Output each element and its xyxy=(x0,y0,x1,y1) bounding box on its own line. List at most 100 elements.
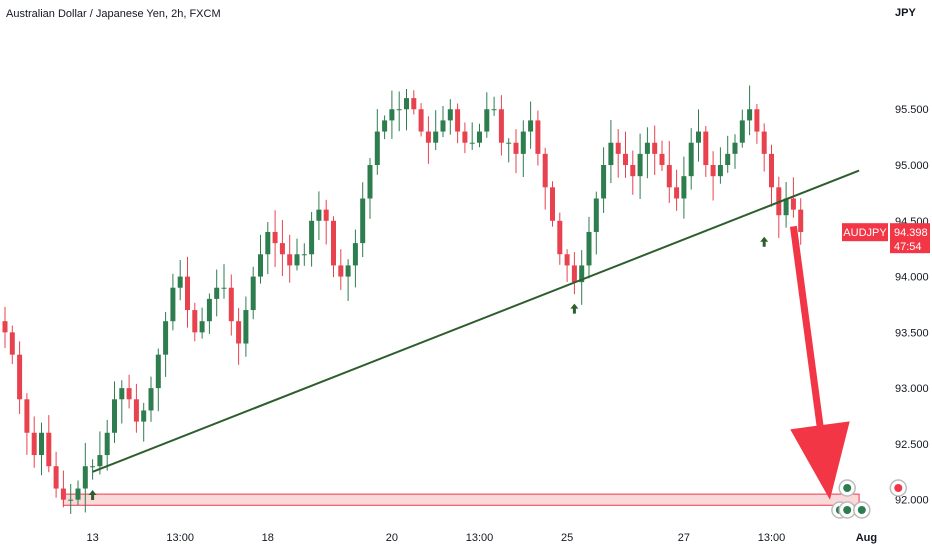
candle-body xyxy=(440,120,446,132)
candle-body xyxy=(411,98,417,110)
event-icon[interactable] xyxy=(853,501,871,519)
candle xyxy=(498,95,504,156)
candle-body xyxy=(236,321,242,344)
candle-body xyxy=(272,231,278,244)
candle xyxy=(469,122,475,150)
candle xyxy=(747,85,753,136)
candle-body xyxy=(761,131,767,154)
candle-body xyxy=(571,265,577,283)
candle-body xyxy=(60,488,66,500)
candle xyxy=(24,393,30,455)
candle-body xyxy=(148,388,154,411)
candle xyxy=(163,311,169,377)
candle-body xyxy=(360,198,366,244)
candle-body xyxy=(82,466,88,489)
event-icon[interactable] xyxy=(838,479,856,497)
candle xyxy=(119,380,125,424)
candle-body xyxy=(477,131,482,143)
candle-body xyxy=(68,499,74,501)
trendline[interactable] xyxy=(92,169,860,473)
y-tick-label: 92.000 xyxy=(895,495,929,507)
bounce-arrow-icon xyxy=(570,303,579,314)
candle xyxy=(126,374,132,409)
x-tick-label: 13:00 xyxy=(166,532,194,544)
candle-body xyxy=(484,109,490,132)
candle-body xyxy=(309,220,315,255)
candle-body xyxy=(75,488,81,500)
candle xyxy=(491,96,497,116)
candle xyxy=(761,123,767,172)
candle-body xyxy=(301,254,307,256)
candle-body xyxy=(199,321,205,333)
candle xyxy=(389,90,395,139)
candle xyxy=(236,307,242,365)
candle xyxy=(360,182,366,257)
x-tick-label: 18 xyxy=(262,532,274,544)
candle-body xyxy=(39,432,44,456)
x-tick-label: 13:00 xyxy=(758,532,786,544)
candle xyxy=(477,123,482,148)
support-zone[interactable] xyxy=(62,493,860,506)
candle xyxy=(579,250,585,305)
candle-body xyxy=(316,209,322,221)
candle xyxy=(367,158,373,219)
candle xyxy=(681,156,687,219)
symbol-tag[interactable] xyxy=(842,223,888,242)
candle xyxy=(593,191,599,255)
candle xyxy=(783,181,789,228)
x-tick-label: 20 xyxy=(386,532,398,544)
projection-arrow-icon[interactable] xyxy=(789,225,850,500)
event-icon-dot xyxy=(843,506,852,514)
y-tick-label: 92.500 xyxy=(895,439,929,451)
y-tick-label: 93.000 xyxy=(895,383,929,395)
candle-body xyxy=(564,254,570,266)
candle xyxy=(112,381,117,443)
event-icon-dot xyxy=(857,506,866,514)
candle-body xyxy=(652,142,658,154)
last-price-label: 94.398 xyxy=(894,227,928,239)
event-icon[interactable] xyxy=(889,479,908,497)
candle xyxy=(9,325,15,365)
event-icon[interactable] xyxy=(838,501,856,519)
candle xyxy=(323,199,329,245)
candle xyxy=(68,483,74,514)
candle-body xyxy=(550,187,555,221)
candle-body xyxy=(396,109,402,111)
currency-label: JPY xyxy=(895,7,916,19)
candle-body xyxy=(46,432,52,467)
last-price-tag[interactable] xyxy=(890,223,930,254)
candle-body xyxy=(666,165,672,188)
candle xyxy=(542,147,548,210)
candle-body xyxy=(674,187,680,199)
candle xyxy=(258,234,263,284)
candle-body xyxy=(696,131,701,143)
candle-body xyxy=(593,198,599,232)
candle xyxy=(659,140,665,171)
candle xyxy=(301,243,307,266)
x-tick-label: 25 xyxy=(561,532,573,544)
candle xyxy=(17,341,23,414)
candle xyxy=(615,129,621,178)
candle-body xyxy=(601,165,607,199)
candle xyxy=(345,259,351,301)
candle xyxy=(141,402,147,442)
candle-body xyxy=(579,265,585,283)
candle-body xyxy=(294,254,300,266)
candle xyxy=(404,89,409,131)
candle xyxy=(725,135,731,173)
y-tick-label: 94.000 xyxy=(895,272,929,284)
chart-title: Australian Dollar / Japanese Yen, 2h, FX… xyxy=(6,8,221,20)
y-tick-label: 93.500 xyxy=(895,327,929,339)
candle xyxy=(39,422,44,476)
candle-body xyxy=(374,131,380,166)
candle-body xyxy=(265,231,271,255)
candle-body xyxy=(17,354,23,400)
candle-body xyxy=(24,399,30,433)
candle-body xyxy=(783,198,789,216)
candle-body xyxy=(221,287,227,289)
candle-body xyxy=(323,209,329,221)
candle-body xyxy=(338,265,344,277)
candle-body xyxy=(710,165,716,177)
candle-body xyxy=(126,388,132,400)
